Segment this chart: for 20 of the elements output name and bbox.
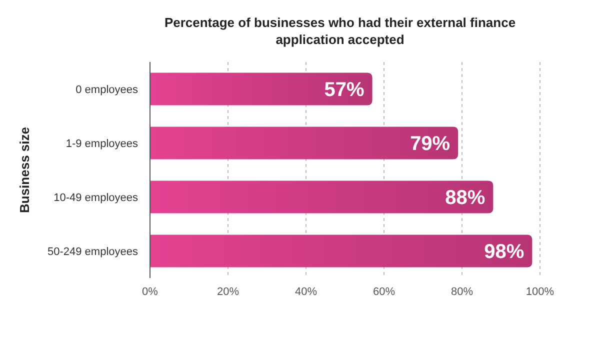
bar — [150, 180, 494, 214]
data-label: 57% — [324, 79, 365, 102]
data-label: 98% — [484, 241, 524, 264]
data-label: 88% — [445, 187, 486, 210]
x-tick-label: 60% — [372, 286, 396, 298]
y-tick-label: 1-9 employees — [66, 138, 138, 150]
y-tick-label: 10-49 employees — [54, 192, 138, 204]
x-tick-label: 100% — [526, 286, 554, 298]
y-tick-label: 50-249 employees — [47, 246, 138, 258]
y-axis-title: Business size — [17, 127, 32, 213]
data-label: 79% — [410, 133, 450, 156]
chart-title: Percentage of businesses who had their external finance application accepted — [164, 15, 516, 47]
bar — [150, 126, 458, 160]
x-tick-label: 20% — [216, 286, 240, 298]
y-tick-label: 0 employees — [76, 84, 138, 96]
x-tick-label: 0% — [142, 286, 158, 298]
bar — [150, 72, 372, 106]
x-tick-label: 40% — [294, 286, 318, 298]
bar — [150, 234, 532, 268]
x-tick-label: 80% — [450, 286, 474, 298]
